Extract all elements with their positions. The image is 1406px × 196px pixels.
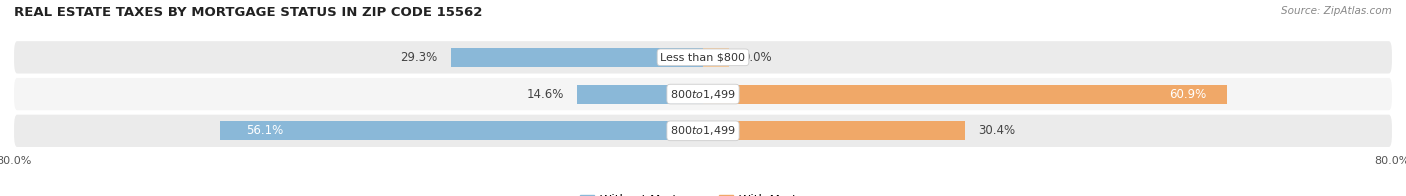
FancyBboxPatch shape [14, 78, 1392, 110]
Legend: Without Mortgage, With Mortgage: Without Mortgage, With Mortgage [575, 189, 831, 196]
Text: 0.0%: 0.0% [742, 51, 772, 64]
Bar [703, 84, 1227, 104]
Text: 29.3%: 29.3% [401, 51, 437, 64]
FancyBboxPatch shape [14, 41, 1392, 74]
Text: Less than $800: Less than $800 [661, 52, 745, 62]
Text: 60.9%: 60.9% [1168, 88, 1206, 101]
Text: 56.1%: 56.1% [246, 124, 283, 137]
Bar [451, 48, 703, 67]
Bar [578, 84, 703, 104]
Text: $800 to $1,499: $800 to $1,499 [671, 88, 735, 101]
Bar [703, 48, 728, 67]
Text: $800 to $1,499: $800 to $1,499 [671, 124, 735, 137]
Text: REAL ESTATE TAXES BY MORTGAGE STATUS IN ZIP CODE 15562: REAL ESTATE TAXES BY MORTGAGE STATUS IN … [14, 6, 482, 19]
FancyBboxPatch shape [14, 115, 1392, 147]
Text: Source: ZipAtlas.com: Source: ZipAtlas.com [1281, 6, 1392, 16]
Text: 14.6%: 14.6% [527, 88, 564, 101]
Bar [703, 121, 965, 140]
Bar [219, 121, 703, 140]
Text: 30.4%: 30.4% [977, 124, 1015, 137]
